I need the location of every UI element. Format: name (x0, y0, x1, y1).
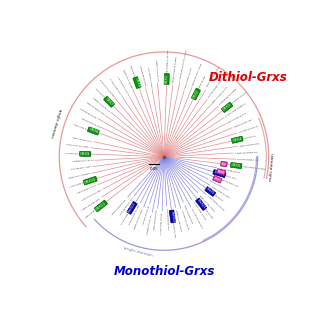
Text: O.tauri Grx XP_0034: O.tauri Grx XP_0034 (73, 123, 93, 132)
Text: G.max GrxC XP_00355: G.max GrxC XP_00355 (66, 144, 89, 148)
Text: GrxS16: GrxS16 (170, 210, 175, 222)
Text: C.papaya GrxS14 XP_: C.papaya GrxS14 XP_ (147, 214, 153, 235)
Text: GRX9: GRX9 (80, 152, 90, 156)
Text: G.max GrxDig XP_003: G.max GrxDig XP_003 (226, 112, 246, 124)
Text: P.trichocarpa Grx2 XP: P.trichocarpa Grx2 XP (109, 78, 123, 97)
Text: 0.05: 0.05 (150, 167, 158, 171)
Text: GRX2: GRX2 (192, 89, 200, 100)
Text: P.trichocarpa GrxS14: P.trichocarpa GrxS14 (121, 206, 133, 225)
Text: P.patens Grx3 XP_002: P.patens Grx3 XP_002 (155, 59, 158, 81)
Text: O.sativa GrxS14 AP00: O.sativa GrxS14 AP00 (120, 197, 134, 215)
Text: P.trichocarpa GrxDig XP_: P.trichocarpa GrxDig XP_ (225, 102, 247, 117)
Text: V.vinifera GrxC XP_0: V.vinifera GrxC XP_0 (65, 152, 86, 155)
Text: C.papaya GrxDig XP_: C.papaya GrxDig XP_ (236, 135, 256, 141)
Text: Monothiol-Grxs: Monothiol-Grxs (113, 265, 215, 278)
Text: C.reinhardtii GrxDig XP_001696: C.reinhardtii GrxDig XP_001696 (166, 49, 169, 81)
Text: S.moellendorffii GrxDig: S.moellendorffii GrxDig (219, 89, 237, 105)
Text: GrxS17: GrxS17 (213, 170, 226, 177)
Text: V.vinifera Grx2 XP_00: V.vinifera Grx2 XP_00 (117, 76, 129, 96)
Text: O.sativa GrxDig AP000: O.sativa GrxDig AP000 (208, 80, 222, 99)
Text: single-domain: single-domain (123, 246, 154, 258)
Text: O.tauri GrxS XP_0034: O.tauri GrxS XP_0034 (211, 186, 230, 199)
Text: A.thaliana GrxC9 AT5G: A.thaliana GrxC9 AT5G (85, 101, 104, 115)
Text: GRX6: GRX6 (88, 127, 99, 135)
Text: C.reinhardtii GrxC1 XP_001695: C.reinhardtii GrxC1 XP_001695 (180, 50, 188, 80)
Text: C.reinhardtii GrxS1: C.reinhardtii GrxS1 (206, 188, 222, 201)
Text: GrxS1: GrxS1 (205, 187, 215, 196)
Text: O.sativa Grx2 AP000: O.sativa Grx2 AP000 (95, 88, 111, 103)
Text: GRX7: GRX7 (104, 97, 114, 107)
Text: Calpso GrxDig XP_003: Calpso GrxDig XP_003 (184, 68, 192, 89)
Text: A.thaliana GrxDig AAM91: A.thaliana GrxDig AAM91 (206, 67, 220, 88)
Text: P.trichocarpa GrxS17: P.trichocarpa GrxS17 (219, 168, 240, 173)
Text: GRX11: GRX11 (95, 201, 107, 211)
Text: A.thaliana GrxC2 NP_: A.thaliana GrxC2 NP_ (129, 63, 138, 83)
Text: A.thaliana GrxS14 NP_: A.thaliana GrxS14 NP_ (111, 198, 127, 216)
Text: P.trichocarpa GrxS16: P.trichocarpa GrxS16 (161, 213, 163, 234)
Text: G.max Grx XP_003556: G.max Grx XP_003556 (99, 79, 114, 97)
Text: Z.mays GrxC ACG3356: Z.mays GrxC ACG3356 (68, 173, 90, 180)
Text: G.max GrxS16 XP_003: G.max GrxS16 XP_003 (172, 215, 176, 237)
Text: O.sativa GrxS17 AP00: O.sativa GrxS17 AP00 (215, 172, 236, 179)
Text: V.vinifera GrxS16 XP: V.vinifera GrxS16 XP (181, 210, 188, 230)
Text: A.thaliana GrxC12 AT: A.thaliana GrxC12 AT (71, 136, 92, 142)
Text: V.vinifera GrxS14 XP: V.vinifera GrxS14 XP (142, 205, 150, 226)
Text: V.vinifera GrxDig XP_: V.vinifera GrxDig XP_ (238, 125, 259, 133)
Text: A.thaliana GrxS17 NP: A.thaliana GrxS17 NP (218, 178, 238, 187)
Text: C.reinhardtii Grx2 AAQ55: C.reinhardtii Grx2 AAQ55 (192, 63, 203, 86)
Text: GRX4: GRX4 (232, 137, 243, 143)
Text: L.usitatissimum GrxS1: L.usitatissimum GrxS1 (207, 196, 224, 211)
Text: GRX1: GRX1 (164, 74, 169, 84)
Text: GrxS14: GrxS14 (127, 202, 137, 214)
Text: O.sativa GrxS15 AP00: O.sativa GrxS15 AP00 (191, 208, 202, 228)
Text: A.thaliana GrxDig2 NP_001: A.thaliana GrxDig2 NP_001 (225, 91, 247, 109)
Text: P.patens Grx2 XP_001: P.patens Grx2 XP_001 (92, 96, 110, 112)
Text: O.sativa GrxS16 AP00: O.sativa GrxS16 AP00 (166, 208, 168, 230)
Text: GrxS15: GrxS15 (196, 198, 206, 210)
Text: G.max GrxS15 XP_003: G.max GrxS15 XP_003 (198, 200, 213, 219)
Text: V.carteri GrxDig XP_002946: V.carteri GrxDig XP_002946 (172, 56, 177, 84)
Text: Grx: Grx (221, 162, 227, 166)
Text: G.max GrxC2 XP_0035: G.max GrxC2 XP_0035 (81, 189, 102, 201)
Text: Z.mays GrxS16 ACG33: Z.mays GrxS16 ACG33 (175, 209, 182, 231)
Text: L.usitatissimum GrxC: L.usitatissimum GrxC (77, 185, 97, 194)
Text: Z.mays GrxS15 ACG33: Z.mays GrxS15 ACG33 (198, 194, 215, 211)
Text: G.max GrxS14 XP_003: G.max GrxS14 XP_003 (129, 204, 140, 225)
Text: GRX10: GRX10 (84, 177, 97, 185)
Text: S.moellendorffii Grx2: S.moellendorffii Grx2 (139, 65, 146, 86)
Text: Z.mays GrxS14 ACG33: Z.mays GrxS14 ACG33 (134, 209, 144, 230)
Text: P.patens GrxDig XP_001: P.patens GrxDig XP_001 (211, 85, 228, 105)
Text: A.thaliana Eg Grx1 NP: A.thaliana Eg Grx1 NP (84, 204, 103, 219)
Text: M.pusilla Grx XP_003: M.pusilla Grx XP_003 (81, 117, 100, 127)
Text: C.reinhardtii GrxC5: C.reinhardtii GrxC5 (79, 108, 96, 118)
Text: A.thaliana GrxS16 NP: A.thaliana GrxS16 NP (154, 210, 158, 231)
Text: O.sativa Grx3 AP001: O.sativa Grx3 AP001 (148, 67, 152, 87)
Text: Z.mays GrxDig ACG: Z.mays GrxDig ACG (234, 119, 252, 128)
Text: GrxS: GrxS (217, 169, 225, 175)
Text: O.sativa GrxDig2 AK0: O.sativa GrxDig2 AK0 (237, 159, 259, 161)
Text: M.pusilla GrxS XP_00: M.pusilla GrxS XP_00 (209, 179, 228, 190)
Text: L.usitatissimum GrxDig: L.usitatissimum GrxDig (242, 165, 265, 170)
Text: T.aestivum GrxC ABY1: T.aestivum GrxC ABY1 (81, 197, 101, 211)
Text: A.thaliana GrxC3 NP_: A.thaliana GrxC3 NP_ (239, 142, 260, 147)
Text: T.aestivum GrxDig ABY: T.aestivum GrxDig ABY (235, 151, 258, 154)
Text: GrxC: GrxC (213, 176, 221, 183)
Text: GRX5: GRX5 (231, 163, 242, 168)
Text: O.tauri GrxDig XP_003: O.tauri GrxDig XP_003 (194, 76, 206, 96)
Text: multi-domain: multi-domain (269, 151, 275, 181)
Text: single-domain: single-domain (49, 108, 62, 139)
Text: C.papaya GrxC XP_00: C.papaya GrxC XP_00 (71, 160, 93, 162)
Text: A.thaliana GrxS15 NP: A.thaliana GrxS15 NP (183, 204, 193, 224)
Text: Z.mays Grx2 ACG335: Z.mays Grx2 ACG335 (122, 68, 132, 88)
Text: GRX3: GRX3 (222, 103, 232, 112)
Text: O.sativa GrxC AP002: O.sativa GrxC AP002 (71, 166, 92, 170)
Text: GRX8: GRX8 (133, 77, 141, 88)
Text: P.trichocarpa GrxC XP: P.trichocarpa GrxC XP (68, 180, 90, 188)
Text: Dithiol-Grxs: Dithiol-Grxs (208, 71, 287, 84)
Text: P.trichocarpa GrxS15: P.trichocarpa GrxS15 (193, 201, 205, 220)
